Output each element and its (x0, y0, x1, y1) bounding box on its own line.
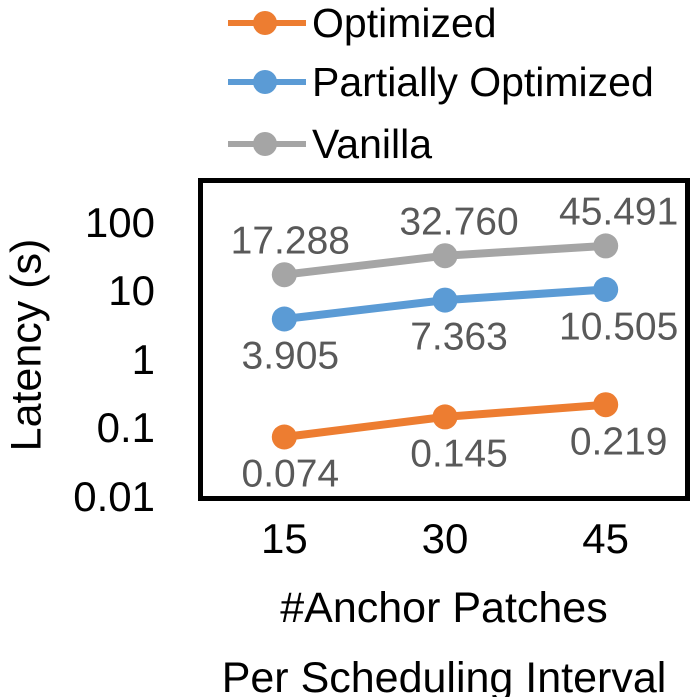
y-tick-label: 1 (131, 335, 155, 383)
data-label: 32.760 (399, 200, 519, 244)
legend-line-marker-icon (228, 11, 306, 35)
data-point-marker (271, 262, 297, 288)
data-label: 10.505 (559, 305, 679, 349)
data-point-marker (271, 306, 297, 332)
data-point-marker (432, 404, 458, 430)
legend-item: Vanilla (228, 123, 432, 164)
y-tick-label: 10 (108, 267, 155, 314)
x-tick-label: 15 (260, 515, 308, 562)
x-tick-label: 45 (582, 515, 630, 562)
y-tick-label: 0.1 (96, 404, 155, 451)
data-point-marker (432, 243, 458, 269)
x-tick-label: 30 (421, 515, 469, 562)
data-label: 0.074 (241, 452, 340, 496)
data-point-marker (271, 424, 297, 450)
data-label: 7.363 (410, 315, 508, 359)
legend: Optimized Partially Optimized Vanilla (228, 0, 694, 172)
data-point-marker (593, 277, 619, 302)
data-point-marker (593, 392, 619, 418)
x-axis-title-line-2: Per Scheduling Interval (221, 654, 667, 697)
data-label: 45.491 (559, 190, 679, 234)
legend-item: Partially Optimized (228, 61, 654, 102)
data-point-marker (593, 233, 619, 259)
legend-line-marker-icon (228, 132, 306, 156)
legend-label: Optimized (312, 0, 497, 46)
y-tick-label: 0.01 (73, 472, 155, 520)
legend-label: Vanilla (312, 120, 433, 167)
legend-label: Partially Optimized (312, 58, 654, 105)
data-label: 3.905 (241, 334, 340, 378)
y-tick-label: 100 (84, 198, 155, 246)
data-label: 17.288 (230, 219, 350, 263)
legend-item: Optimized (228, 2, 497, 43)
legend-line-marker-icon (228, 70, 306, 94)
data-label: 0.145 (410, 432, 508, 476)
data-point-marker (432, 287, 458, 313)
x-axis-title-line-1: #Anchor Patches (280, 584, 608, 632)
data-label: 0.219 (569, 420, 668, 464)
